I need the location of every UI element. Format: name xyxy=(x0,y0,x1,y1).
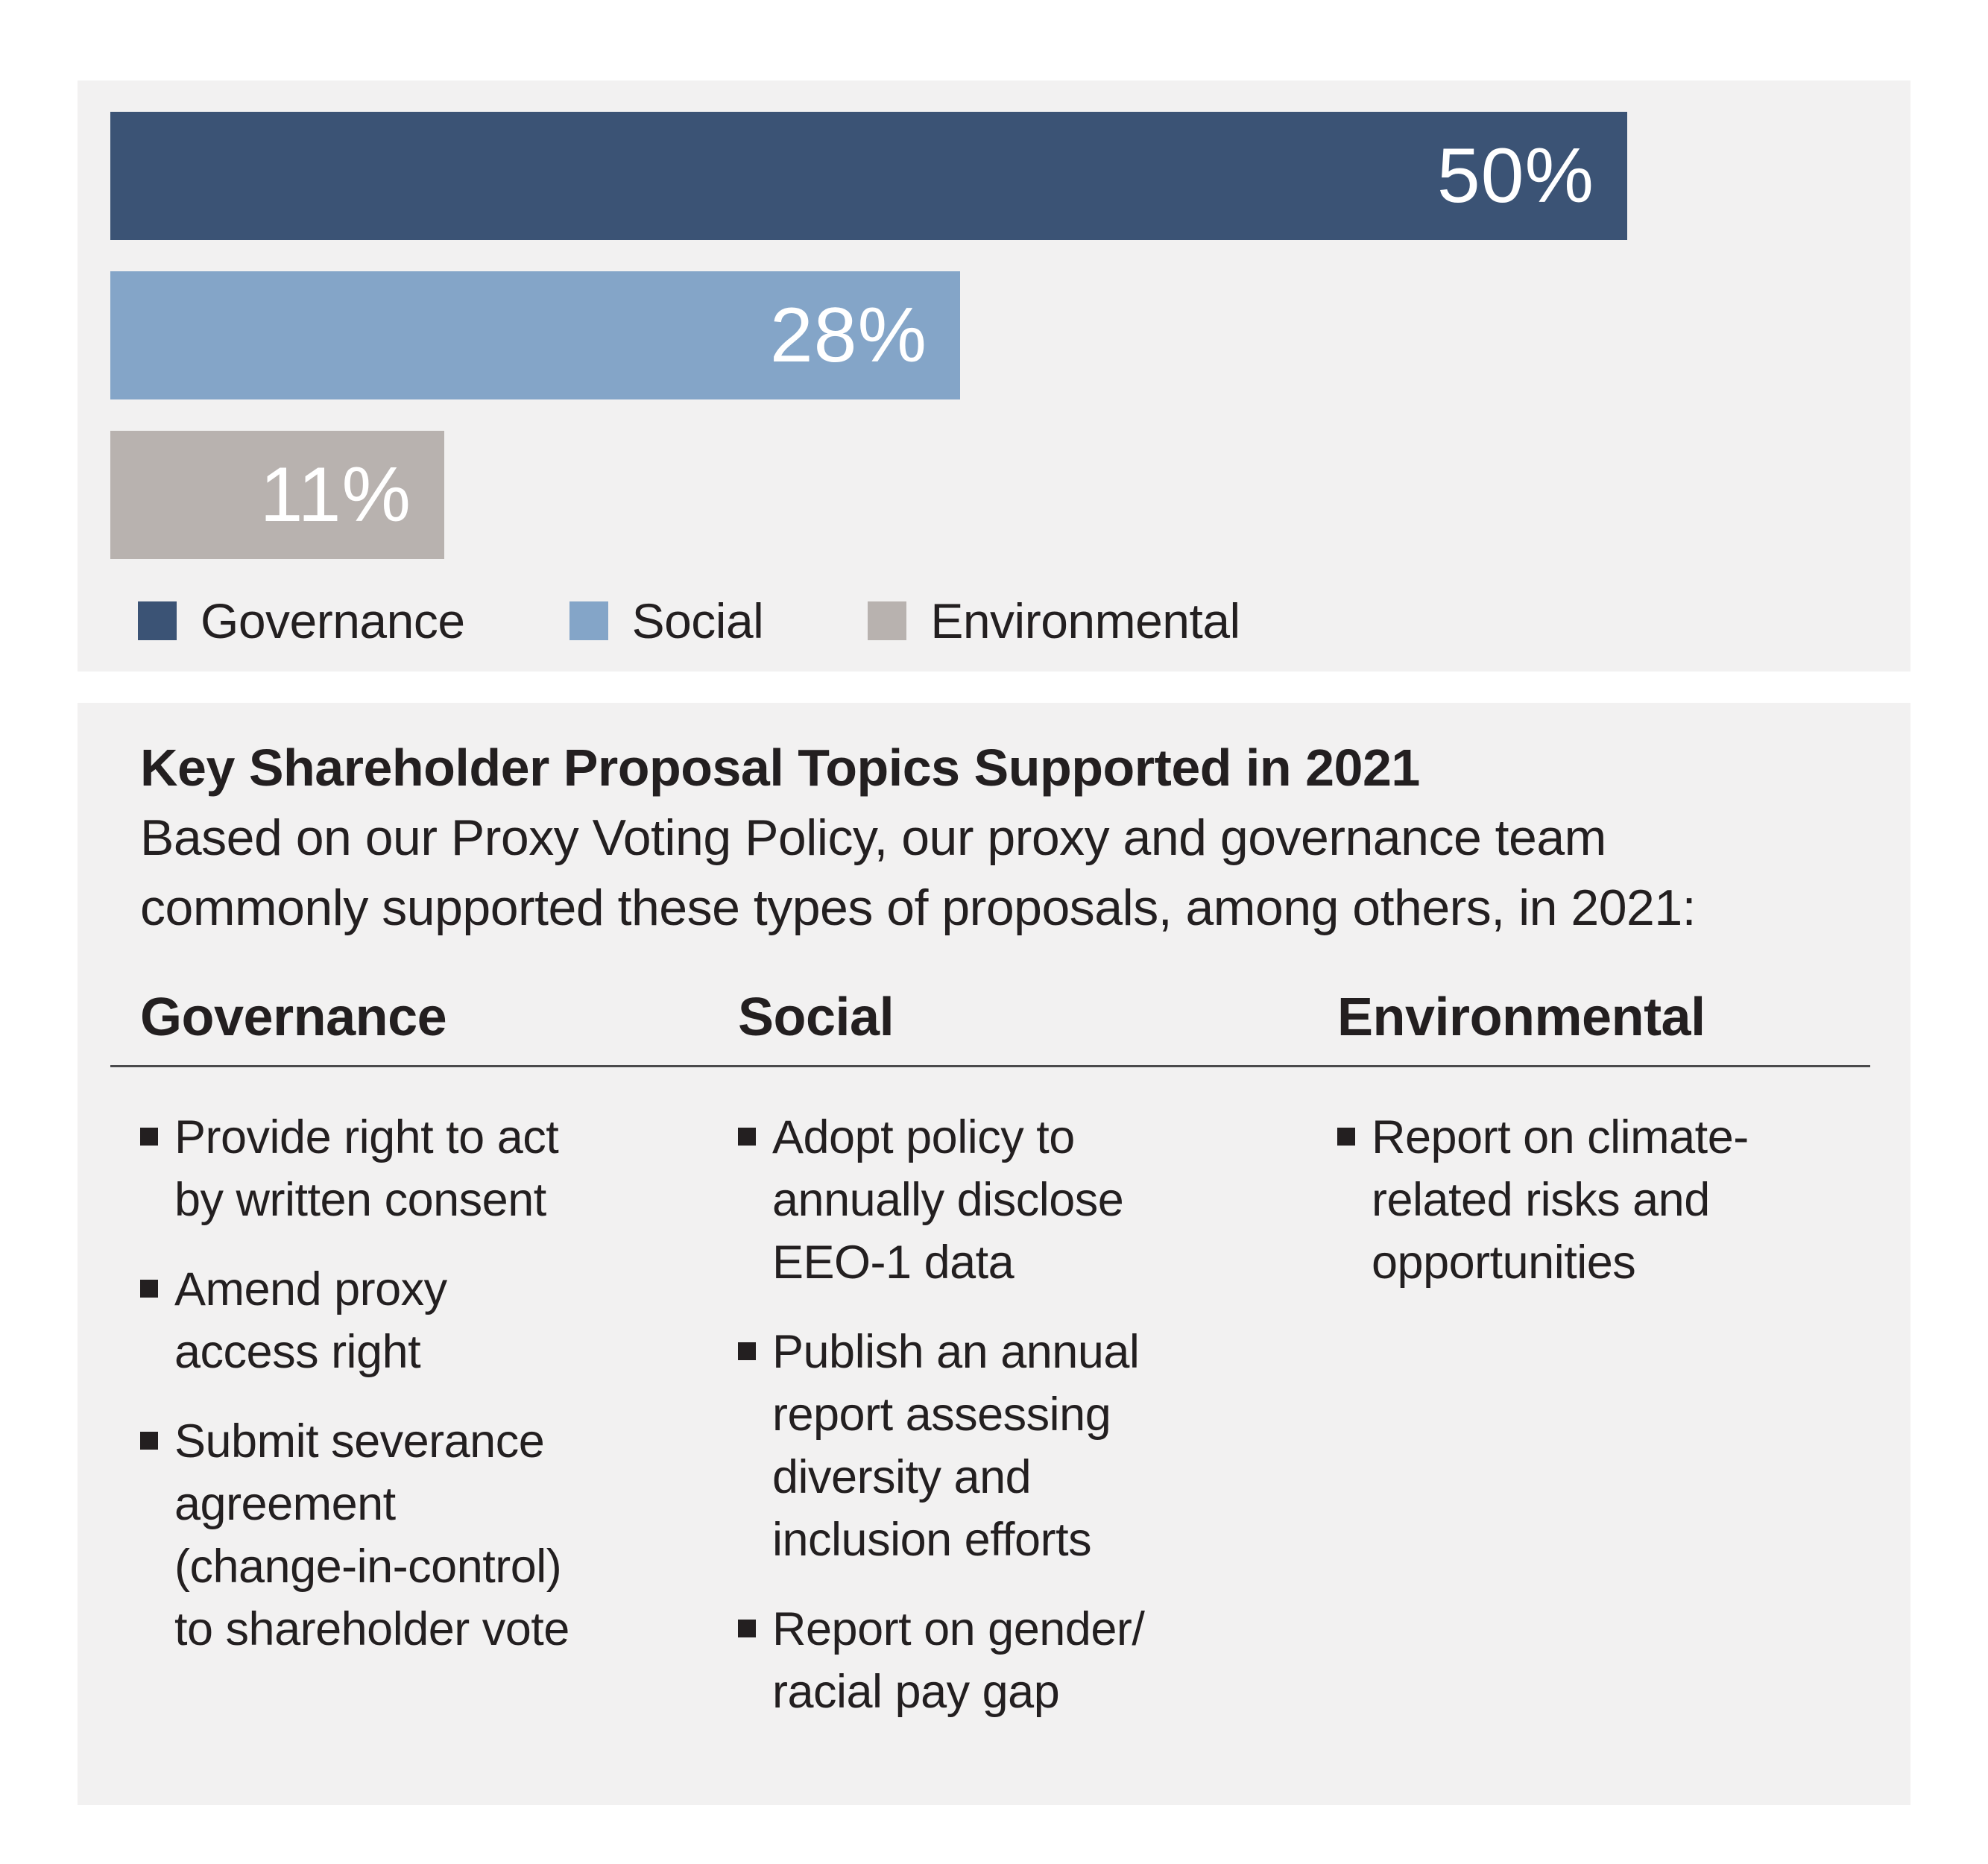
legend-item-environmental: Environmental xyxy=(868,593,1240,648)
legend-swatch-social xyxy=(569,601,608,640)
legend-label-social: Social xyxy=(631,593,764,648)
column-header-social: Social xyxy=(738,988,894,1047)
bullet-square-icon xyxy=(738,1620,756,1637)
bullet-square-icon xyxy=(140,1280,158,1298)
column-header-environmental: Environmental xyxy=(1337,988,1705,1047)
list-item: Report on climate- related risks and opp… xyxy=(1337,1106,1870,1294)
legend-item-governance: Governance xyxy=(138,593,465,648)
bullet-square-icon xyxy=(1337,1128,1355,1146)
bar-chart: 50% 28% 11% xyxy=(110,112,1627,590)
legend-label-environmental: Environmental xyxy=(930,593,1240,648)
list-item: Submit severance agreement (change-in-co… xyxy=(140,1410,738,1661)
bar-row-governance: 50% xyxy=(110,112,1627,240)
topic-list-governance: Provide right to act by written consent … xyxy=(140,1106,738,1750)
list-item: Report on gender/ racial pay gap xyxy=(738,1598,1337,1723)
bullet-square-icon xyxy=(140,1432,158,1450)
bar-row-environmental: 11% xyxy=(110,431,1627,559)
legend-swatch-governance xyxy=(138,601,177,640)
column-headers: Governance Social Environmental xyxy=(140,982,1870,1052)
panel-subtitle-line1: Based on our Proxy Voting Policy, our pr… xyxy=(140,809,1606,866)
list-item: Amend proxy access right xyxy=(140,1258,738,1383)
chart-legend: Governance Social Environmental xyxy=(138,593,1240,648)
list-item: Adopt policy to annually disclose EEO-1 … xyxy=(738,1106,1337,1294)
bar-environmental: 11% xyxy=(110,431,444,559)
bar-chart-panel: 50% 28% 11% Governance Social xyxy=(78,80,1910,672)
bar-value-label-environmental: 11% xyxy=(259,452,411,538)
topic-list-environmental: Report on climate- related risks and opp… xyxy=(1337,1106,1870,1750)
bar-value-label-social: 28% xyxy=(769,292,927,379)
list-item: Provide right to act by written consent xyxy=(140,1106,738,1231)
bar-social: 28% xyxy=(110,271,960,399)
bar-value-label-governance: 50% xyxy=(1436,133,1594,219)
legend-swatch-environmental xyxy=(868,601,907,640)
bullet-square-icon xyxy=(738,1128,756,1146)
bullet-square-icon xyxy=(738,1342,756,1360)
divider-rule xyxy=(110,1065,1870,1067)
legend-item-social: Social xyxy=(569,593,764,648)
legend-label-governance: Governance xyxy=(201,593,465,648)
proposal-topics-panel: Key Shareholder Proposal Topics Supporte… xyxy=(78,703,1910,1805)
panel-intro: Key Shareholder Proposal Topics Supporte… xyxy=(140,733,1877,943)
panel-title: Key Shareholder Proposal Topics Supporte… xyxy=(140,739,1420,797)
panel-subtitle-line2: commonly supported these types of propos… xyxy=(140,879,1697,936)
bar-governance: 50% xyxy=(110,112,1627,240)
topic-list-social: Adopt policy to annually disclose EEO-1 … xyxy=(738,1106,1337,1750)
bar-row-social: 28% xyxy=(110,271,1627,399)
column-header-governance: Governance xyxy=(140,988,447,1047)
list-item: Publish an annual report assessing diver… xyxy=(738,1321,1337,1571)
bullet-square-icon xyxy=(140,1128,158,1146)
topic-columns: Provide right to act by written consent … xyxy=(140,1106,1870,1750)
